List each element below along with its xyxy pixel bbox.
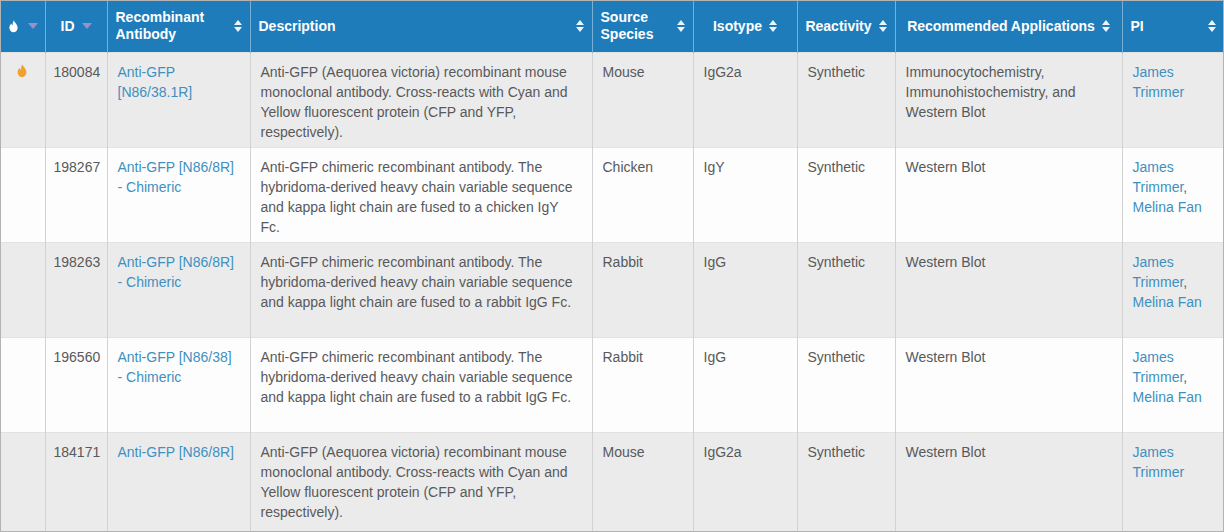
table-row: 198263 Anti-GFP [N86/8R] - Chimeric Anti…	[0, 243, 1224, 338]
antibody-link[interactable]: Anti-GFP [N86/8R] - Chimeric	[118, 159, 234, 195]
isotype-cell: IgG	[693, 338, 797, 433]
description-cell: Anti-GFP chimeric recombinant antibody. …	[250, 243, 592, 338]
id-cell: 184171	[45, 433, 107, 532]
hot-cell	[0, 243, 45, 338]
source-species-cell: Mouse	[592, 433, 693, 532]
col-label: Recombinant Antibody	[116, 9, 227, 43]
id-cell: 198263	[45, 243, 107, 338]
applications-cell: Western Blot	[895, 243, 1122, 338]
col-label: PI	[1131, 18, 1144, 35]
pi-separator: ,	[1183, 274, 1187, 290]
hot-cell	[0, 53, 45, 148]
col-header-recommended-applications[interactable]: Recommended Applications	[895, 0, 1122, 53]
antibody-cell: Anti-GFP [N86/8R] - Chimeric	[107, 148, 250, 243]
id-cell: 180084	[45, 53, 107, 148]
antibody-cell: Anti-GFP [N86/8R] - Chimeric	[107, 243, 250, 338]
col-header-reactivity[interactable]: Reactivity	[797, 0, 895, 53]
col-header-source-species[interactable]: Source Species	[592, 0, 693, 53]
antibody-table: ID Recombinant Antibody Description Sour…	[0, 0, 1224, 532]
pi-separator: ,	[1183, 369, 1187, 385]
pi-cell: James Trimmer, Melina Fan	[1122, 148, 1224, 243]
table-row: 196560 Anti-GFP [N86/38] - Chimeric Anti…	[0, 338, 1224, 433]
isotype-cell: IgG	[693, 243, 797, 338]
pi-separator: ,	[1183, 179, 1187, 195]
col-label: Isotype	[713, 18, 762, 35]
sort-desc-icon	[82, 23, 92, 29]
pi-link[interactable]: Melina Fan	[1133, 199, 1202, 215]
reactivity-cell: Synthetic	[797, 53, 895, 148]
pi-link[interactable]: James Trimmer	[1133, 254, 1184, 290]
description-cell: Anti-GFP (Aequorea victoria) recombinant…	[250, 53, 592, 148]
pi-cell: James Trimmer	[1122, 53, 1224, 148]
antibody-cell: Anti-GFP [N86/8R]	[107, 433, 250, 532]
isotype-cell: IgY	[693, 148, 797, 243]
source-species-cell: Mouse	[592, 53, 693, 148]
sort-both-icon	[879, 20, 887, 32]
pi-link[interactable]: James Trimmer	[1133, 444, 1185, 480]
pi-link[interactable]: Melina Fan	[1133, 294, 1202, 310]
id-cell: 196560	[45, 338, 107, 433]
hot-cell	[0, 433, 45, 532]
hot-cell	[0, 148, 45, 243]
sort-both-icon	[677, 20, 685, 32]
pi-link[interactable]: Melina Fan	[1133, 389, 1202, 405]
description-cell: Anti-GFP chimeric recombinant antibody. …	[250, 338, 592, 433]
reactivity-cell: Synthetic	[797, 243, 895, 338]
col-label: Source Species	[601, 9, 670, 43]
col-header-recombinant-antibody[interactable]: Recombinant Antibody	[107, 0, 250, 53]
col-header-description[interactable]: Description	[250, 0, 592, 53]
source-species-cell: Rabbit	[592, 243, 693, 338]
table-header: ID Recombinant Antibody Description Sour…	[0, 0, 1224, 53]
antibody-link[interactable]: Anti-GFP [N86/8R]	[118, 444, 234, 460]
antibody-link[interactable]: Anti-GFP [N86/8R] - Chimeric	[118, 254, 234, 290]
applications-cell: Western Blot	[895, 148, 1122, 243]
reactivity-cell: Synthetic	[797, 148, 895, 243]
antibody-link[interactable]: Anti-GFP [N86/38.1R]	[118, 64, 193, 100]
id-cell: 198267	[45, 148, 107, 243]
table-row: 184171 Anti-GFP [N86/8R] Anti-GFP (Aequo…	[0, 433, 1224, 532]
sort-desc-icon	[28, 23, 38, 29]
hot-cell	[0, 338, 45, 433]
sort-both-icon	[1102, 20, 1110, 32]
antibody-cell: Anti-GFP [N86/38] - Chimeric	[107, 338, 250, 433]
antibody-link[interactable]: Anti-GFP [N86/38] - Chimeric	[118, 349, 232, 385]
description-cell: Anti-GFP (Aequorea victoria) recombinant…	[250, 433, 592, 532]
col-label: ID	[61, 18, 75, 35]
source-species-cell: Rabbit	[592, 338, 693, 433]
sort-both-icon	[1208, 20, 1216, 32]
col-header-hot[interactable]	[0, 0, 45, 53]
table-row: 198267 Anti-GFP [N86/8R] - Chimeric Anti…	[0, 148, 1224, 243]
isotype-cell: IgG2a	[693, 433, 797, 532]
pi-link[interactable]: James Trimmer	[1133, 64, 1185, 100]
sort-both-icon	[769, 20, 777, 32]
pi-cell: James Trimmer	[1122, 433, 1224, 532]
col-label: Recommended Applications	[907, 18, 1095, 35]
antibody-cell: Anti-GFP [N86/38.1R]	[107, 53, 250, 148]
flame-icon	[14, 63, 30, 79]
table-row: 180084 Anti-GFP [N86/38.1R] Anti-GFP (Ae…	[0, 53, 1224, 148]
pi-cell: James Trimmer, Melina Fan	[1122, 338, 1224, 433]
applications-cell: Western Blot	[895, 433, 1122, 532]
reactivity-cell: Synthetic	[797, 433, 895, 532]
source-species-cell: Chicken	[592, 148, 693, 243]
sort-both-icon	[576, 20, 584, 32]
col-label: Description	[259, 18, 336, 35]
col-header-id[interactable]: ID	[45, 0, 107, 53]
isotype-cell: IgG2a	[693, 53, 797, 148]
pi-link[interactable]: James Trimmer	[1133, 349, 1184, 385]
pi-link[interactable]: James Trimmer	[1133, 159, 1184, 195]
reactivity-cell: Synthetic	[797, 338, 895, 433]
col-header-isotype[interactable]: Isotype	[693, 0, 797, 53]
applications-cell: Immunocytochemistry, Immunohistochemistr…	[895, 53, 1122, 148]
flame-icon	[6, 19, 21, 34]
sort-both-icon	[234, 20, 242, 32]
pi-cell: James Trimmer, Melina Fan	[1122, 243, 1224, 338]
description-cell: Anti-GFP chimeric recombinant antibody. …	[250, 148, 592, 243]
col-header-pi[interactable]: PI	[1122, 0, 1224, 53]
col-label: Reactivity	[805, 18, 871, 35]
applications-cell: Western Blot	[895, 338, 1122, 433]
